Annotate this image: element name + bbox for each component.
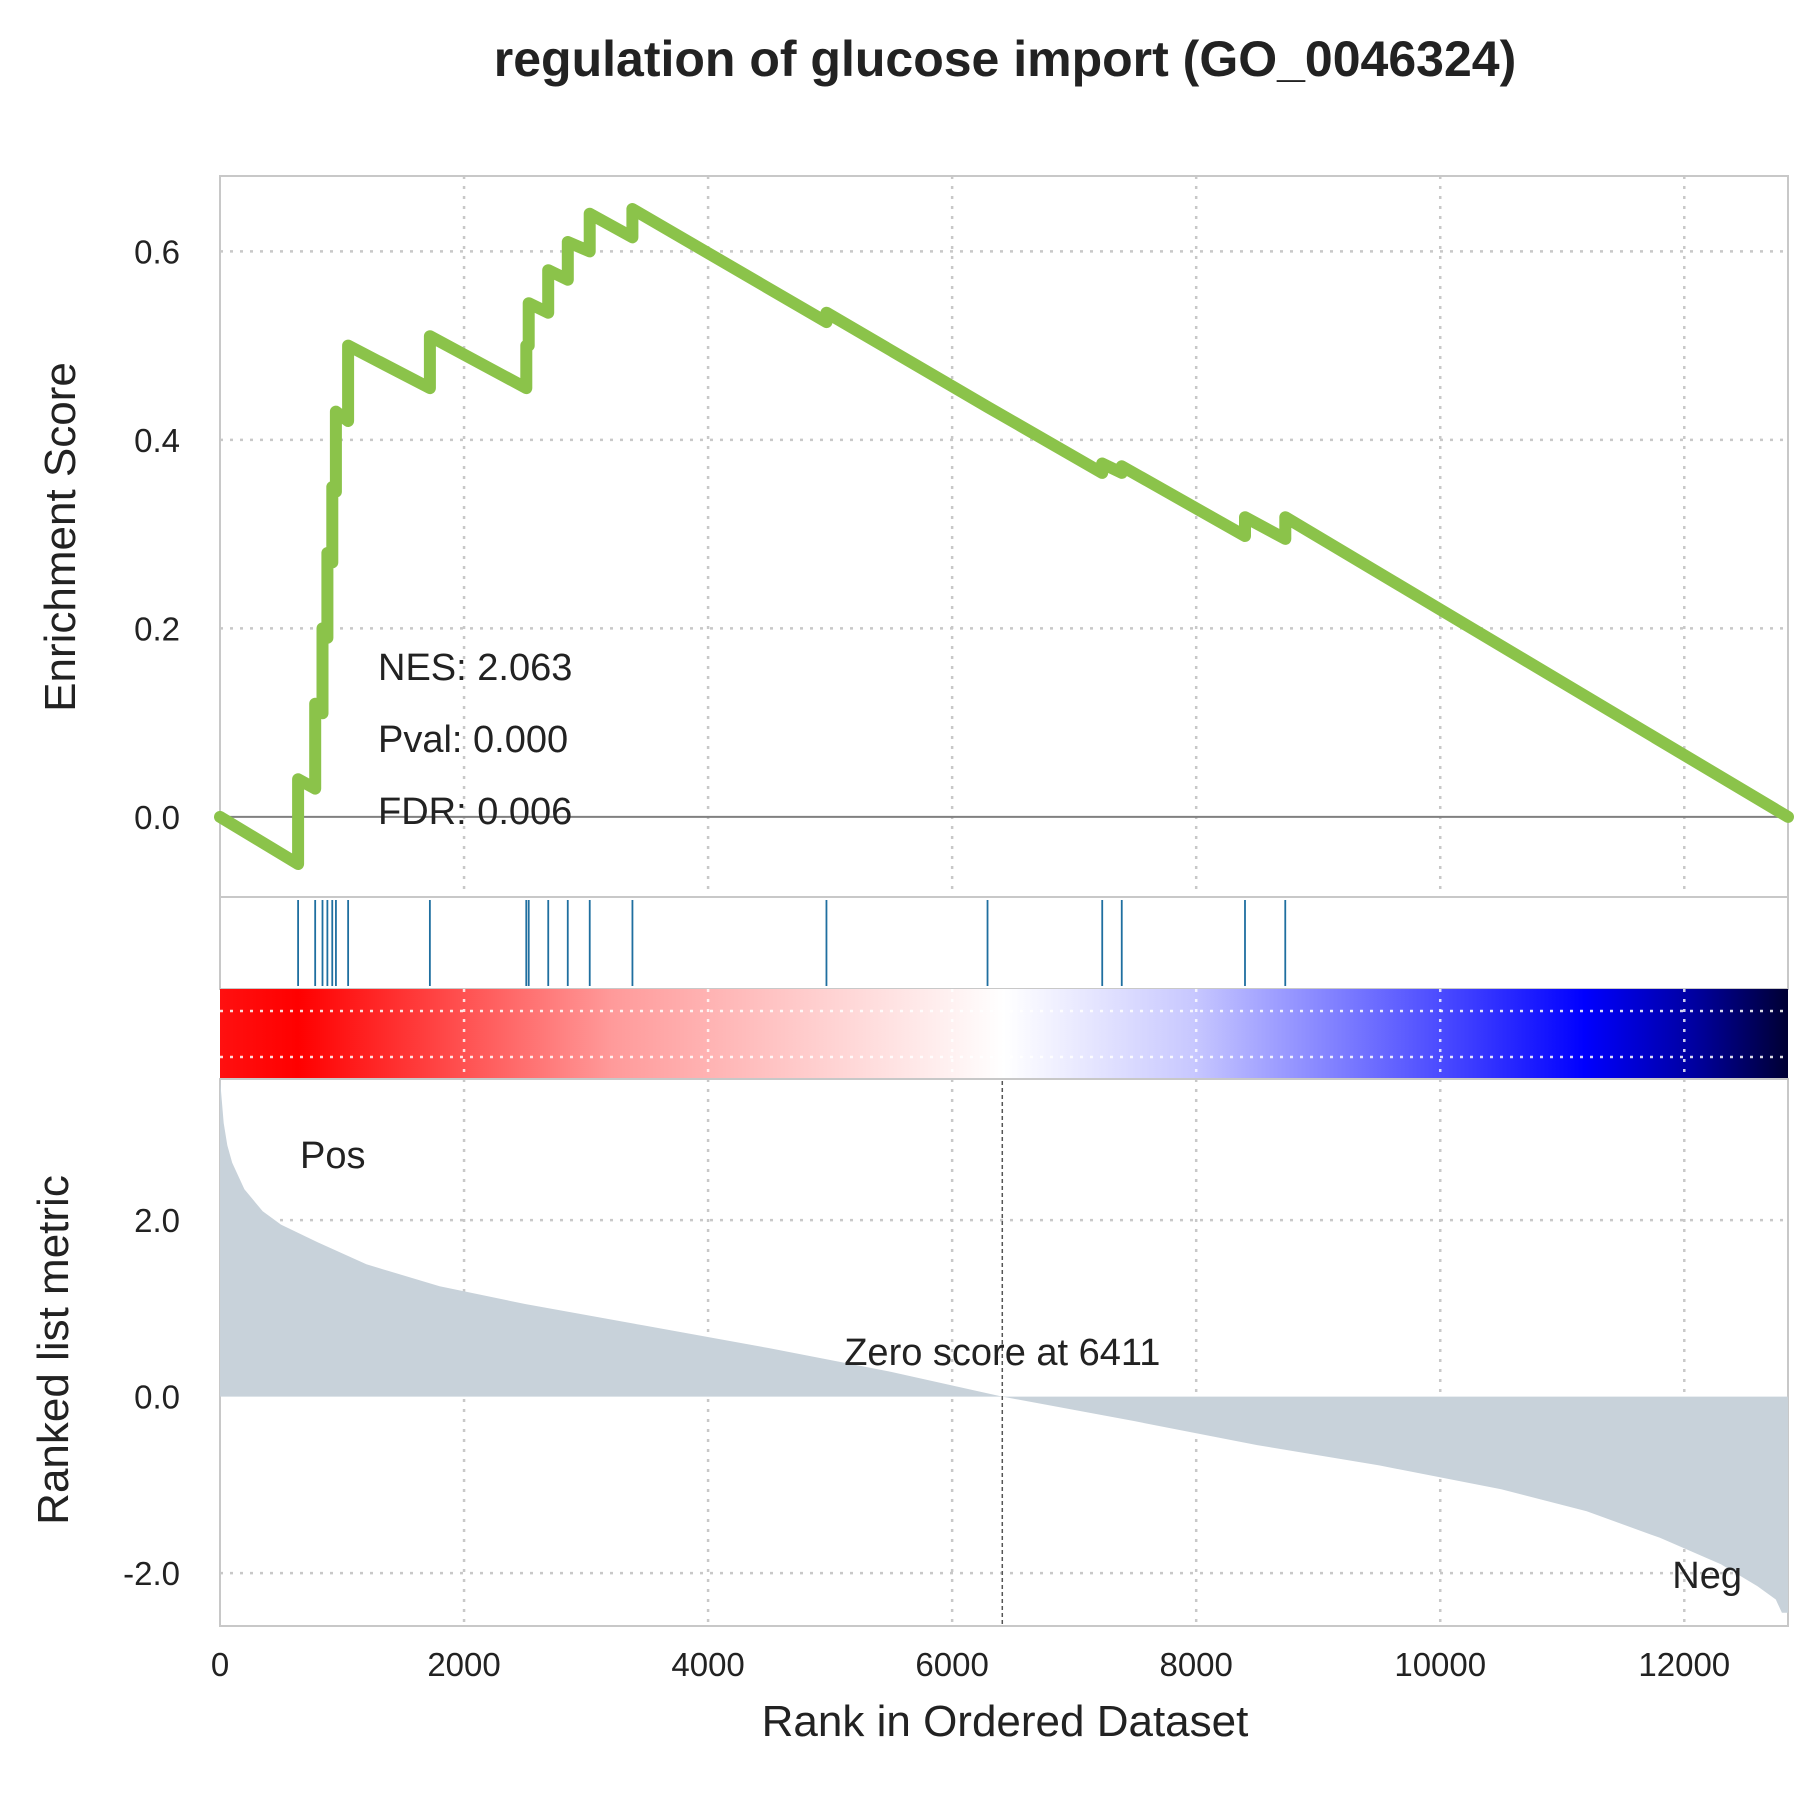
- enrichment-score-panel: 0.0 0.2 0.4 0.6 NES: 2.063 Pval: 0.000 FDR:…: [36, 175, 1794, 898]
- x-tick-label-2: 4000: [671, 1646, 744, 1683]
- es-yticks: 0.0 0.2 0.4 0.6: [134, 233, 180, 835]
- es-ytick-label-2: 0.4: [134, 422, 180, 459]
- pos-label: Pos: [300, 1135, 365, 1177]
- fdr-label: FDR: 0.006: [378, 791, 572, 833]
- neg-label: Neg: [1672, 1555, 1742, 1597]
- metric-ytick-label-2: 2.0: [134, 1202, 180, 1239]
- es-ylabel: Enrichment Score: [36, 362, 85, 712]
- es-gridlines: [220, 176, 1788, 897]
- rank-colorbar: [220, 989, 1788, 1079]
- ranked-metric-panel: Zero score at 6411 Pos Neg -2.0 0.0 2.0 Ra…: [29, 1078, 1789, 1627]
- hits-panel-frame: [219, 896, 1789, 990]
- metric-ytick-label-0: -2.0: [123, 1555, 180, 1592]
- metric-ylabel: Ranked list metric: [29, 1175, 78, 1525]
- metric-ytick-label-1: 0.0: [134, 1379, 180, 1416]
- x-tick-label-5: 10000: [1394, 1646, 1486, 1683]
- es-ytick-label-0: 0.0: [134, 799, 180, 836]
- x-tick-label-3: 6000: [915, 1646, 988, 1683]
- colorbar-gridlines: [220, 989, 1788, 1079]
- nes-label: NES: 2.063: [378, 647, 572, 689]
- chart-title: regulation of glucose import (GO_0046324…: [494, 31, 1516, 87]
- zero-score-label: Zero score at 6411: [844, 1332, 1160, 1374]
- es-ytick-label-3: 0.6: [134, 233, 180, 270]
- x-tick-label-1: 2000: [427, 1646, 500, 1683]
- x-axis-ticks: 0 2000 4000 6000 8000 10000 12000: [211, 1646, 1730, 1683]
- hit-lines: [297, 900, 1287, 986]
- hits-panel: [219, 896, 1789, 990]
- x-axis-label: Rank in Ordered Dataset: [762, 1697, 1249, 1746]
- es-ytick-label-1: 0.2: [134, 610, 180, 647]
- x-tick-label-6: 12000: [1638, 1646, 1730, 1683]
- pval-label: Pval: 0.000: [378, 719, 568, 761]
- x-tick-label-4: 8000: [1159, 1646, 1232, 1683]
- metric-area: [220, 1079, 1788, 1613]
- metric-yticks: -2.0 0.0 2.0: [123, 1202, 180, 1592]
- colorbar-gradient: [220, 989, 1788, 1079]
- x-tick-label-0: 0: [211, 1646, 229, 1683]
- es-curve: [214, 203, 1794, 870]
- metric-gridlines: [220, 1079, 1788, 1626]
- es-panel-frame: [219, 175, 1789, 898]
